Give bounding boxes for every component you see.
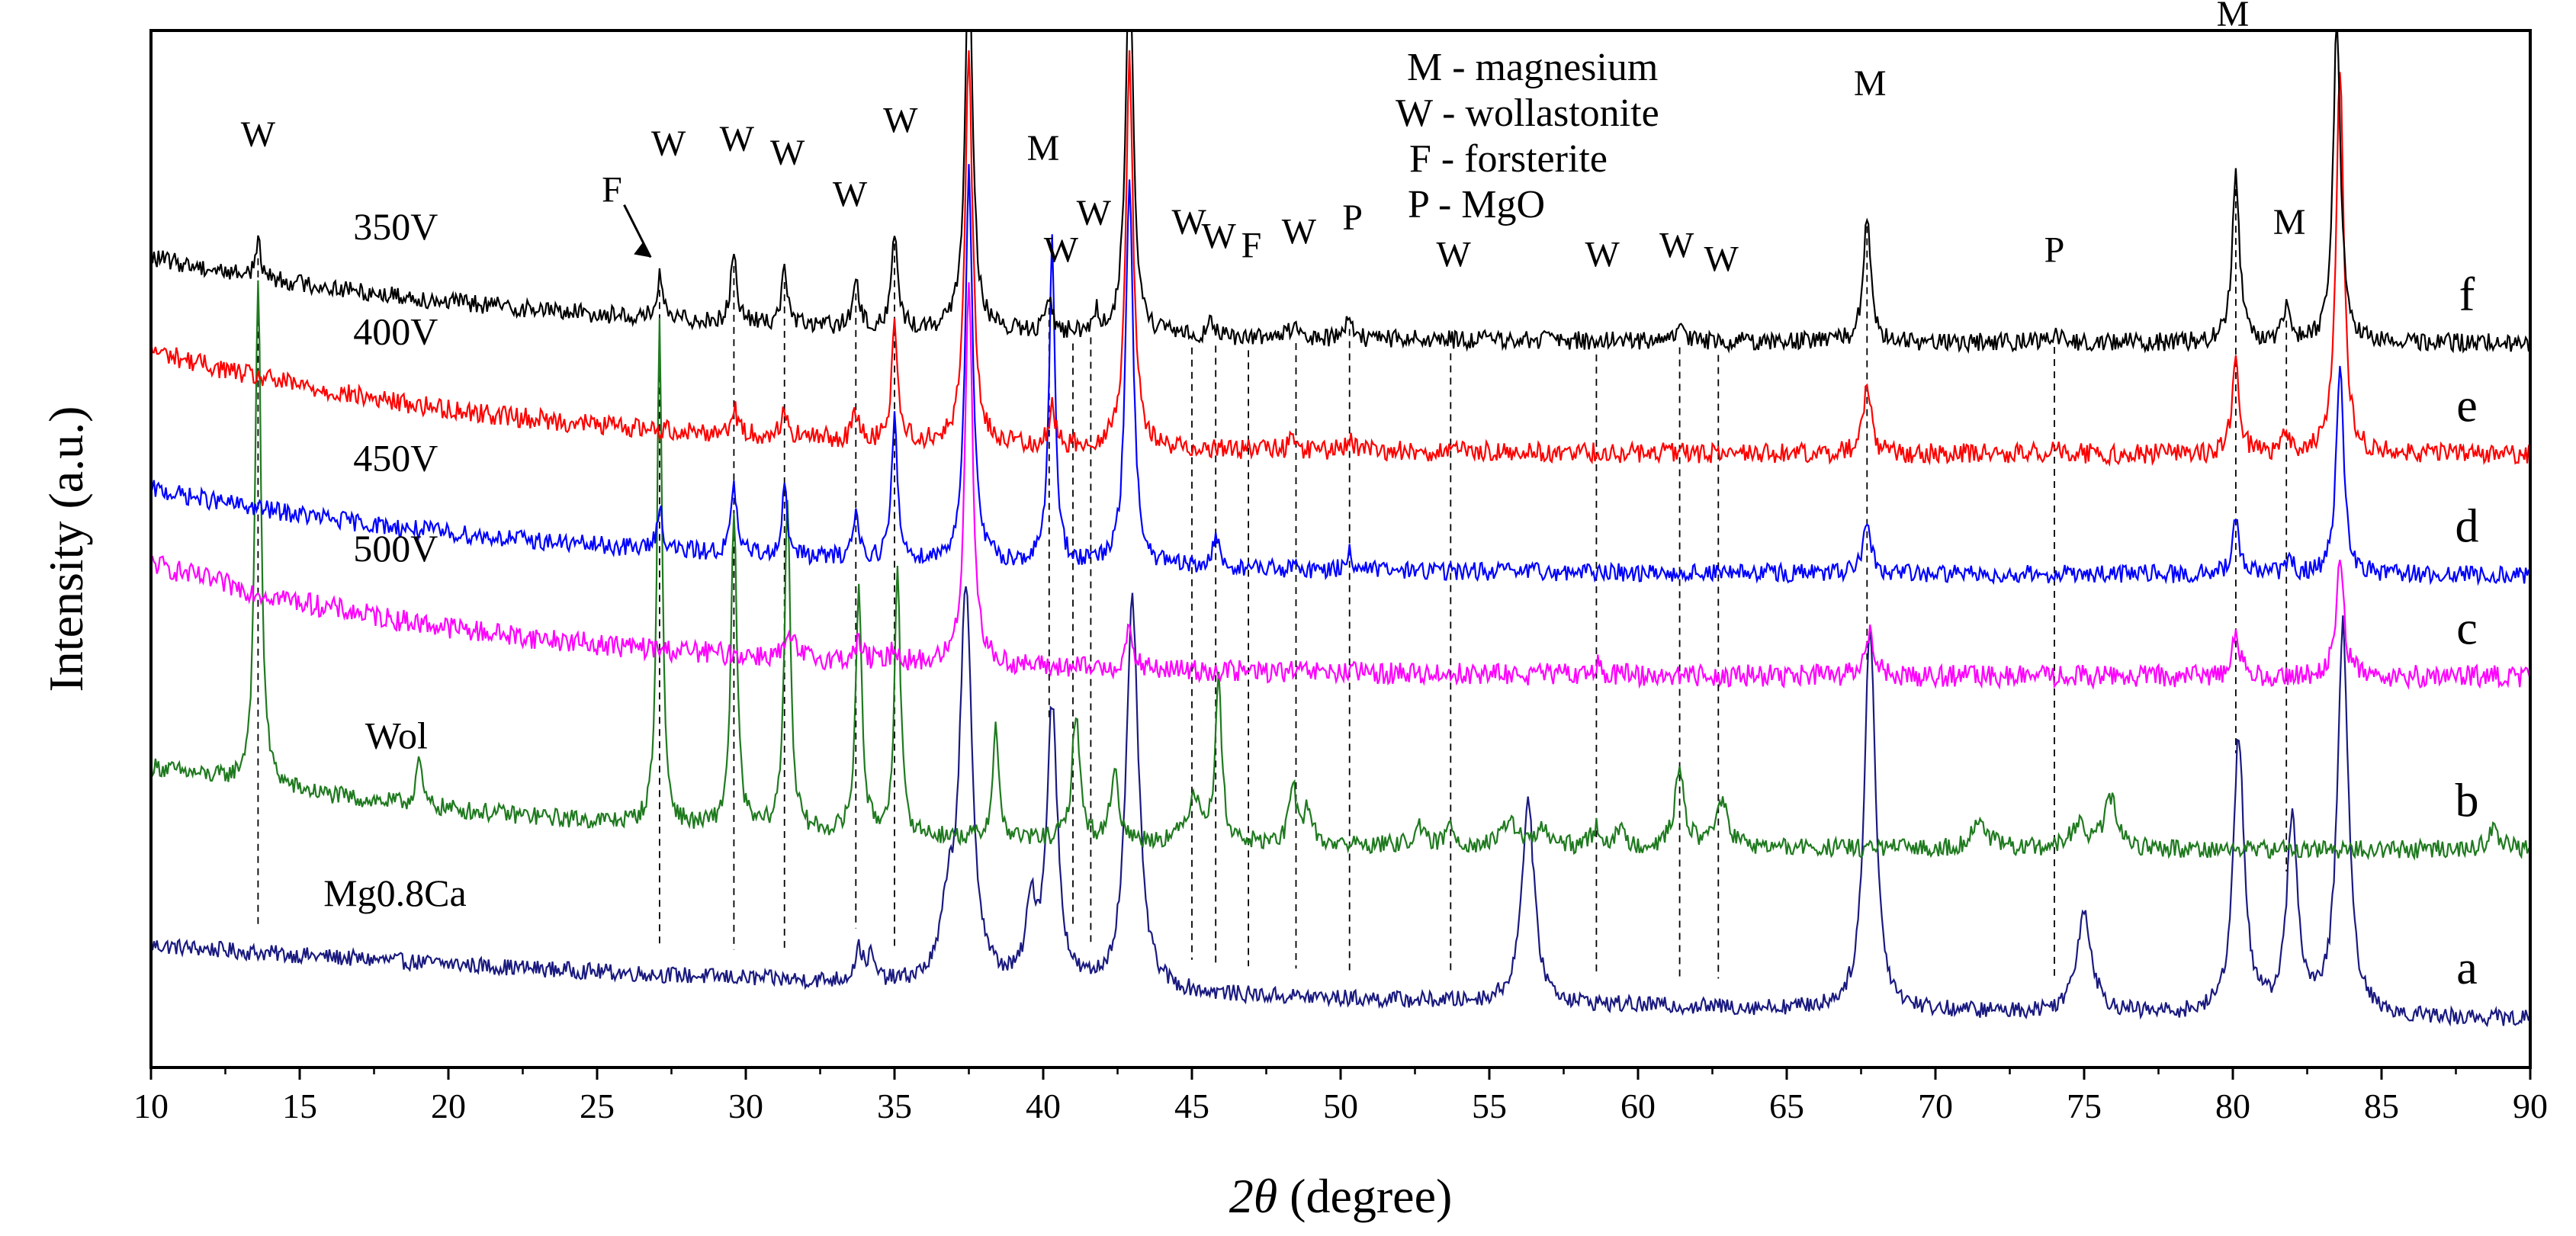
x-tick-label: 90 [2513,1087,2548,1125]
x-tick-label: 20 [431,1087,466,1125]
series-name-label: Wol [365,714,428,756]
forsterite-arrow-head [634,242,651,258]
x-tick-label: 15 [282,1087,317,1125]
peak-label: W [1077,193,1112,233]
series-name-label: Mg0.8Ca [323,872,467,914]
peak-label: W [883,101,918,141]
peak-label: M [2273,202,2306,242]
x-tick-label: 25 [580,1087,615,1125]
x-tick-label: 10 [133,1087,169,1125]
trace-letter: d [2456,501,2479,553]
x-axis-symbol: 2θ [1229,1169,1277,1223]
peak-label: P [2044,230,2065,271]
series-name-label: 500V [353,527,438,570]
x-tick-label: 60 [1620,1087,1656,1125]
peak-label: M [2217,0,2250,34]
peak-label: W [1201,216,1236,256]
peak-guide-lines [257,189,2288,979]
legend-entry-magnesium: M - magnesium [1407,46,1658,89]
x-tick-label: 35 [877,1087,912,1125]
x-tick-label: 75 [2067,1087,2102,1125]
series-name-label: 350V [353,205,438,248]
peak-label: P [1342,197,1363,238]
trace-letter: f [2459,269,2475,321]
y-axis-title: Intensity (a.u.) [39,406,93,692]
trace-letter: a [2456,942,2478,994]
series-name-label: 400V [353,310,438,352]
series-line-500v [151,282,2530,690]
series-line-450v [151,164,2530,586]
trace-letter: c [2456,603,2478,655]
x-tick-label: 40 [1026,1087,1061,1125]
peak-label: W [1704,239,1739,280]
x-tick-label: 80 [2215,1087,2250,1125]
peak-label: W [241,114,276,155]
peak-label: W [770,133,805,173]
trace-letter: e [2456,380,2478,432]
legend: M - magnesium W - wollastonite F - forst… [1396,46,1659,226]
peak-label: W [1659,226,1694,266]
series-line-350v [151,30,2530,355]
peak-label: W [720,119,755,159]
peak-label: W [1437,235,1472,275]
trace-letter: b [2456,775,2479,827]
legend-entry-mgo: P - MgO [1408,183,1545,226]
peak-label: W [651,124,686,164]
x-tick-label: 65 [1769,1087,1804,1125]
series-line-wol [151,280,2530,861]
peak-label: W [1585,235,1620,275]
x-tick-label: 85 [2364,1087,2399,1125]
x-axis-unit: (degree) [1277,1169,1452,1223]
x-axis-ticks: 10 15 20 25 30 35 40 45 50 55 60 65 70 75 80 85 90 [133,1067,2548,1125]
peak-label: M [1027,128,1060,169]
series-traces [151,30,2530,1028]
peak-label: W [1171,202,1206,242]
peak-label: F [602,170,622,210]
peak-label: F [1241,226,1262,266]
legend-entry-forsterite: F - forsterite [1409,137,1608,181]
x-tick-label: 50 [1323,1087,1358,1125]
x-axis-title: 2θ (degree) [1229,1169,1453,1223]
peak-label: W [1282,211,1317,252]
series-line-400v [151,50,2530,467]
plot-frame [149,29,2532,1069]
legend-entry-wollastonite: W - wollastonite [1396,91,1659,135]
peak-label: W [1044,230,1079,271]
x-tick-label: 45 [1174,1087,1209,1125]
peak-label: M [1854,63,1887,104]
peak-label: W [833,175,868,215]
series-name-label: 450V [353,437,438,480]
series-line-mg0-8ca [151,586,2530,1028]
x-tick-label: 30 [728,1087,763,1125]
x-tick-label: 70 [1918,1087,1953,1125]
x-tick-label: 55 [1472,1087,1507,1125]
